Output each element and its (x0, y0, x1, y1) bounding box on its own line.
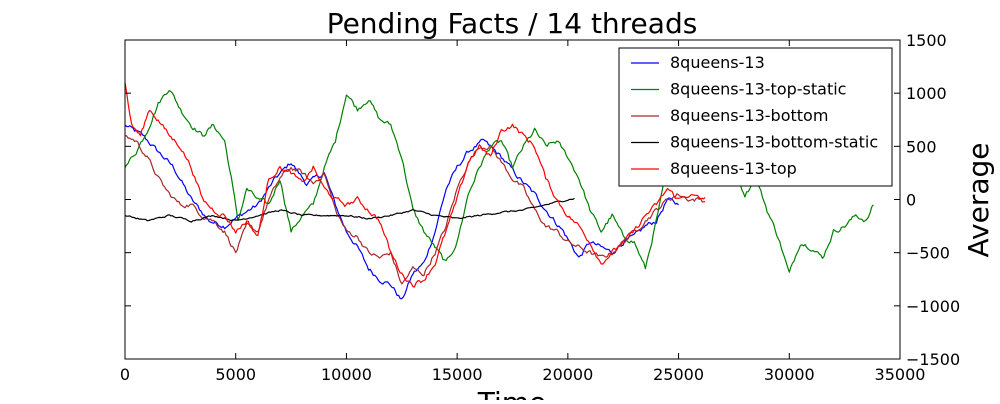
series-line-1 (124, 89, 874, 273)
y-tick-label: 0 (906, 191, 916, 210)
legend: 8queens-13 8queens-13-top-static 8queens-1… (618, 47, 893, 187)
x-tick-label: 10000 (321, 365, 372, 384)
series-line-3 (124, 197, 575, 223)
series-layer (124, 82, 874, 300)
legend-label: 8queens-13-bottom-static (670, 133, 878, 152)
y-tick-label: 1000 (906, 84, 947, 103)
y-tick-label: 1500 (906, 31, 947, 50)
y-tick-label: −500 (906, 244, 950, 263)
y-tick-label: 500 (906, 137, 937, 156)
x-tick-label: 25000 (653, 365, 704, 384)
x-tick-label: 15000 (432, 365, 483, 384)
x-tick-label: 35000 (875, 365, 926, 384)
legend-label: 8queens-13-bottom (670, 106, 828, 125)
x-tick-label: 20000 (542, 365, 593, 384)
x-tick-label: 30000 (764, 365, 815, 384)
y-tick-label: −1000 (906, 297, 960, 316)
legend-label: 8queens-13-top-static (670, 80, 846, 99)
series-line-0 (124, 124, 679, 300)
x-tick-label: 0 (120, 365, 130, 384)
chart-title: Pending Facts / 14 threads (327, 7, 698, 40)
tick-layer: 0 5000 10000 15000 20000 25000 30000 35000−1500… (120, 31, 960, 384)
x-tick-label: 5000 (215, 365, 256, 384)
legend-label: 8queens-13 (670, 53, 765, 72)
x-axis-label: Time (477, 386, 547, 400)
y-tick-label: −1500 (906, 350, 960, 369)
legend-label: 8queens-13-top (670, 159, 797, 178)
legend-box (618, 47, 893, 187)
series-line-4 (124, 82, 706, 288)
y-axis-label: Average (962, 143, 995, 258)
series-line-2 (124, 135, 706, 285)
